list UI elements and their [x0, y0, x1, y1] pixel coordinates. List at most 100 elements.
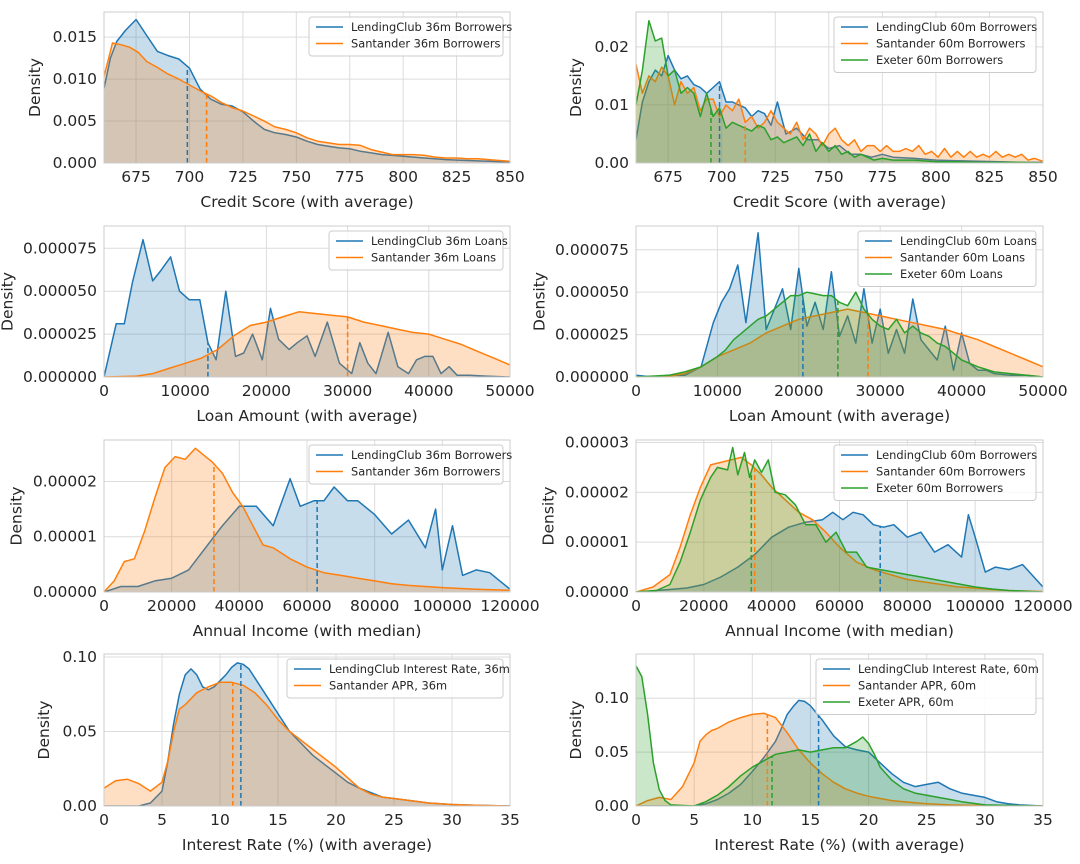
density-fill-2 [636, 64, 1043, 163]
axes-frame [103, 653, 511, 807]
x-tick-label: 30000 [323, 382, 372, 400]
x-tick-label: 100000 [413, 597, 472, 615]
x-tick-label: 5 [157, 811, 167, 829]
axes-frame [103, 439, 511, 593]
legend-entry: Santander 60m Loans [900, 251, 1025, 265]
x-tick-label: 0 [99, 597, 109, 615]
density-line-1 [104, 238, 510, 377]
density-fill-1 [104, 239, 510, 377]
density-fill-1 [104, 19, 510, 163]
y-axis-label: Density [567, 58, 585, 117]
legend-entry: LendingClub Interest Rate, 36m [329, 662, 510, 676]
legend-box [815, 658, 1037, 715]
y-tick-label: 0.05 [594, 743, 629, 761]
y-tick-label: 0.00002 [33, 472, 97, 490]
density-fill-2 [636, 457, 1043, 592]
x-tick-label: 40000 [937, 382, 986, 400]
legend-entry: Santander 60m Borrowers [876, 465, 1026, 479]
x-tick-label: 825 [975, 168, 1005, 186]
legend: LendingClub 60m Borrowers Santander 60m B… [833, 16, 1037, 73]
legend-entry: Exeter 60m Borrowers [876, 481, 1003, 495]
x-tick-label: 120000 [480, 597, 539, 615]
x-tick-label: 20000 [774, 382, 823, 400]
y-axis-label: Density [567, 701, 585, 760]
density-line-1 [104, 18, 510, 163]
y-tick-label: 0.00000 [33, 583, 97, 601]
y-tick-label: 0.000050 [23, 282, 97, 300]
density-fill-3 [636, 292, 1043, 377]
x-tick-label: 5 [689, 811, 699, 829]
y-tick-label: 0.000000 [555, 368, 629, 386]
x-tick-label: 850 [1028, 168, 1058, 186]
y-axis-label: Density [540, 487, 558, 546]
legend-entry: Santander 36m Borrowers [351, 465, 501, 479]
legend: LendingClub Interest Rate, 60m Santander … [815, 658, 1039, 715]
y-tick-label: 0.000 [53, 154, 97, 172]
y-axis-label: Density [8, 487, 26, 546]
density-line-3 [636, 446, 1043, 592]
x-tick-label: 40000 [404, 382, 453, 400]
x-axis-label: Loan Amount (with average) [196, 407, 417, 425]
x-tick-label: 25 [384, 811, 404, 829]
legend: LendingClub Interest Rate, 36m Santander … [286, 658, 510, 699]
subplot-3: 0 10000 20000 30000 40000 50000 0.000000 0.0000… [0, 225, 535, 425]
x-tick-label: 750 [814, 168, 844, 186]
x-tick-label: 775 [868, 168, 898, 186]
series-layer [104, 662, 510, 806]
y-tick-label: 0.015 [53, 28, 97, 46]
density-fill-2 [104, 448, 510, 592]
legend-entry: LendingClub 36m Borrowers [351, 20, 512, 34]
series-layer [636, 665, 1043, 806]
density-fill-2 [636, 713, 1043, 806]
y-tick-label: 0.000075 [555, 241, 629, 259]
axes-frame [635, 225, 1044, 378]
density-line-1 [636, 232, 1043, 377]
x-tick-label: 30 [975, 811, 995, 829]
y-tick-label: 0.00002 [565, 483, 629, 501]
density-fill-1 [636, 700, 1043, 806]
axes-frame [103, 11, 511, 164]
y-tick-label: 0.000050 [555, 283, 629, 301]
x-tick-label: 15 [268, 811, 288, 829]
y-tick-label: 0.10 [62, 648, 97, 666]
axes-frame [635, 439, 1044, 593]
subplot-4: 0 10000 20000 30000 40000 50000 0.000000 0.0000… [530, 225, 1068, 425]
y-tick-label: 0.00001 [565, 533, 629, 551]
x-tick-label: 725 [760, 168, 790, 186]
legend-box [328, 230, 504, 271]
density-line-2 [104, 681, 510, 806]
x-tick-label: 750 [282, 168, 312, 186]
x-tick-label: 60000 [282, 597, 331, 615]
legend-entry: LendingClub 36m Loans [371, 234, 508, 248]
x-tick-label: 35 [1033, 811, 1053, 829]
legend-entry: LendingClub 36m Borrowers [351, 448, 512, 462]
x-tick-label: 10000 [161, 382, 210, 400]
axes-frame [635, 11, 1044, 164]
legend-entry: LendingClub 60m Borrowers [876, 20, 1037, 34]
density-line-2 [104, 447, 510, 592]
legend-entry: Exeter 60m Loans [900, 267, 1003, 281]
density-fill-2 [104, 43, 510, 163]
density-line-2 [104, 311, 510, 377]
axes-frame [103, 225, 511, 378]
density-line-3 [636, 291, 1043, 377]
x-tick-label: 20000 [679, 597, 728, 615]
y-tick-label: 0.00 [594, 797, 629, 815]
y-tick-label: 0.02 [594, 38, 629, 56]
density-fill-1 [636, 512, 1043, 592]
density-fill-3 [636, 447, 1043, 592]
x-tick-label: 30 [442, 811, 462, 829]
density-fill-3 [636, 665, 1043, 806]
x-tick-label: 50000 [1018, 382, 1067, 400]
x-tick-label: 0 [631, 597, 641, 615]
x-tick-label: 775 [335, 168, 365, 186]
density-fill-1 [104, 662, 510, 806]
x-axis-label: Annual Income (with median) [725, 622, 954, 640]
y-tick-label: 0.000075 [23, 239, 97, 257]
x-tick-label: 675 [121, 168, 151, 186]
density-line-2 [104, 42, 510, 163]
x-tick-label: 80000 [883, 597, 932, 615]
density-line-1 [636, 699, 1043, 806]
subplot-6: 0 20000 40000 60000 80000 100000 120000 0.00000… [540, 433, 1073, 640]
legend-box [833, 444, 1037, 501]
